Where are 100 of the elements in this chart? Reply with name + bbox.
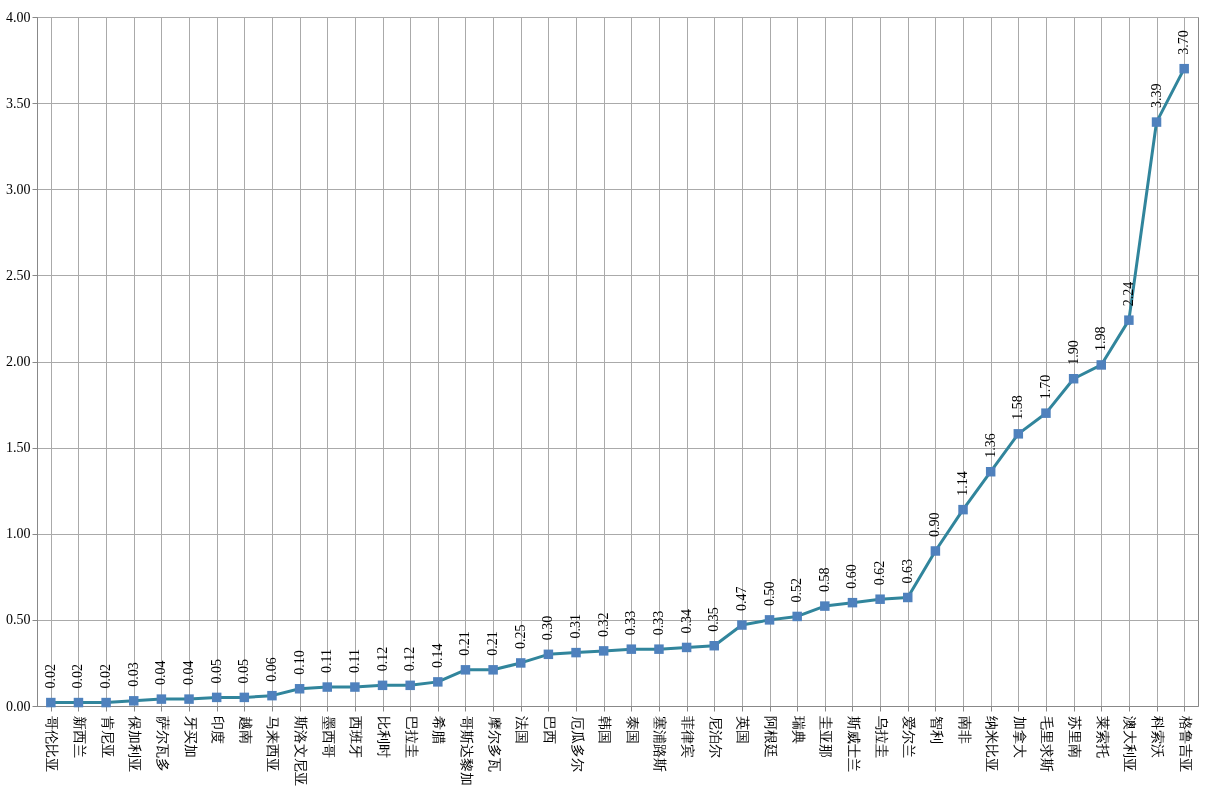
point xyxy=(930,546,941,556)
x-tick-label: 澳大利亚 xyxy=(1122,715,1138,772)
data-label: 0.35 xyxy=(706,607,722,632)
point xyxy=(267,690,277,701)
point xyxy=(294,684,305,694)
point xyxy=(626,644,637,654)
x-tick-label: 巴西 xyxy=(541,715,557,744)
x-tick-label: 圭亚那 xyxy=(818,715,834,758)
x-tick-label: 菲律宾 xyxy=(680,715,696,758)
x-tick-label: 越南 xyxy=(237,715,253,744)
data-label: 0.11 xyxy=(346,649,362,674)
data-label: 0.25 xyxy=(512,624,528,649)
data-label: 2.24 xyxy=(1120,281,1136,307)
point xyxy=(571,647,581,658)
data-label: 0.12 xyxy=(374,646,390,672)
point xyxy=(516,658,526,668)
data-label: 1.98 xyxy=(1093,326,1109,351)
data-label: 1.90 xyxy=(1065,340,1081,365)
data-label: 3.39 xyxy=(1148,83,1164,109)
data-label: 0.06 xyxy=(263,657,279,682)
x-tick-label: 萨尔瓦多 xyxy=(154,715,170,772)
point xyxy=(211,692,222,703)
y-tick-label: 3.00 xyxy=(6,181,31,197)
point xyxy=(958,504,968,515)
x-tick-label: 法国 xyxy=(514,715,530,744)
data-label: 0.50 xyxy=(761,581,777,606)
point xyxy=(1179,63,1189,74)
x-tick-label: 科索沃 xyxy=(1150,715,1166,758)
y-tick-label: 0.00 xyxy=(6,698,31,714)
point xyxy=(875,594,885,604)
point xyxy=(1013,429,1024,439)
x-tick-label: 希腊 xyxy=(431,715,447,744)
point xyxy=(598,646,609,656)
data-label: 0.02 xyxy=(42,664,58,689)
point xyxy=(792,611,802,622)
x-tick-label: 英国 xyxy=(735,715,751,744)
y-tick-label: 2.50 xyxy=(6,267,31,283)
x-tick-label: 格鲁吉亚 xyxy=(1177,714,1193,772)
x-tick-label: 西班牙 xyxy=(348,715,364,758)
data-label: 0.21 xyxy=(485,631,501,656)
x-tick-label: 斯洛文尼亚 xyxy=(293,715,309,786)
x-tick-label: 尼泊尔 xyxy=(707,715,723,758)
data-label: 0.02 xyxy=(98,664,114,689)
data-label: 0.47 xyxy=(733,586,749,612)
point xyxy=(764,615,775,625)
data-label: 0.63 xyxy=(899,558,915,584)
x-tick-label: 韩国 xyxy=(597,715,613,744)
x-tick-label: 摩尔多瓦 xyxy=(486,715,502,772)
x-tick-label: 斯威士兰 xyxy=(845,715,861,772)
x-tick-label: 比利时 xyxy=(376,715,392,758)
x-tick-label: 哥斯达黎加 xyxy=(458,715,474,786)
point xyxy=(350,682,360,692)
x-tick-label: 毛里求斯 xyxy=(1039,715,1055,772)
data-label: 0.90 xyxy=(927,512,943,537)
point xyxy=(488,665,498,675)
data-label: 0.05 xyxy=(208,658,224,684)
point xyxy=(405,680,415,691)
x-tick-label: 纳米比亚 xyxy=(984,715,1000,772)
x-tick-label: 墨西哥 xyxy=(320,715,336,758)
point xyxy=(377,680,388,691)
point xyxy=(129,696,139,706)
x-tick-label: 厄瓜多尔 xyxy=(569,715,585,772)
point xyxy=(1124,315,1134,325)
data-label: 0.21 xyxy=(457,631,473,656)
x-tick-label: 智利 xyxy=(928,715,944,744)
data-label: 0.03 xyxy=(125,662,141,687)
y-tick-label: 2.00 xyxy=(6,354,31,369)
x-tick-label: 马来西亚 xyxy=(265,715,281,772)
data-label: 0.58 xyxy=(816,567,832,593)
data-label: 1.58 xyxy=(1010,395,1026,420)
point xyxy=(460,665,471,675)
point xyxy=(322,682,332,692)
point xyxy=(1041,408,1051,418)
y-tick-label: 0.50 xyxy=(6,612,31,628)
data-label: 0.34 xyxy=(678,608,694,634)
point xyxy=(101,697,111,708)
data-label: 1.70 xyxy=(1037,374,1053,400)
y-tick-label: 3.50 xyxy=(6,95,31,111)
data-label: 0.02 xyxy=(70,664,86,689)
x-tick-label: 肯尼亚 xyxy=(99,715,115,758)
x-tick-label: 莱索托 xyxy=(1094,715,1110,758)
x-tick-label: 爱尔兰 xyxy=(901,715,917,758)
point xyxy=(239,692,250,703)
data-label: 0.33 xyxy=(623,610,639,636)
point xyxy=(654,644,664,654)
point xyxy=(46,697,56,708)
point xyxy=(1096,360,1106,370)
data-label: 1.14 xyxy=(955,471,971,496)
data-label: 0.05 xyxy=(236,658,252,684)
data-label: 0.14 xyxy=(429,643,445,668)
data-label: 0.33 xyxy=(650,610,666,636)
x-tick-label: 加拿大 xyxy=(1011,715,1027,758)
data-label: 0.30 xyxy=(540,615,556,641)
data-label: 0.04 xyxy=(181,660,197,686)
data-label: 0.04 xyxy=(153,660,169,686)
x-tick-label: 哥伦比亚 xyxy=(44,715,60,772)
point xyxy=(709,640,719,651)
data-label: 1.36 xyxy=(982,433,998,458)
data-label: 0.31 xyxy=(568,614,584,639)
x-tick-label: 泰国 xyxy=(624,715,640,744)
